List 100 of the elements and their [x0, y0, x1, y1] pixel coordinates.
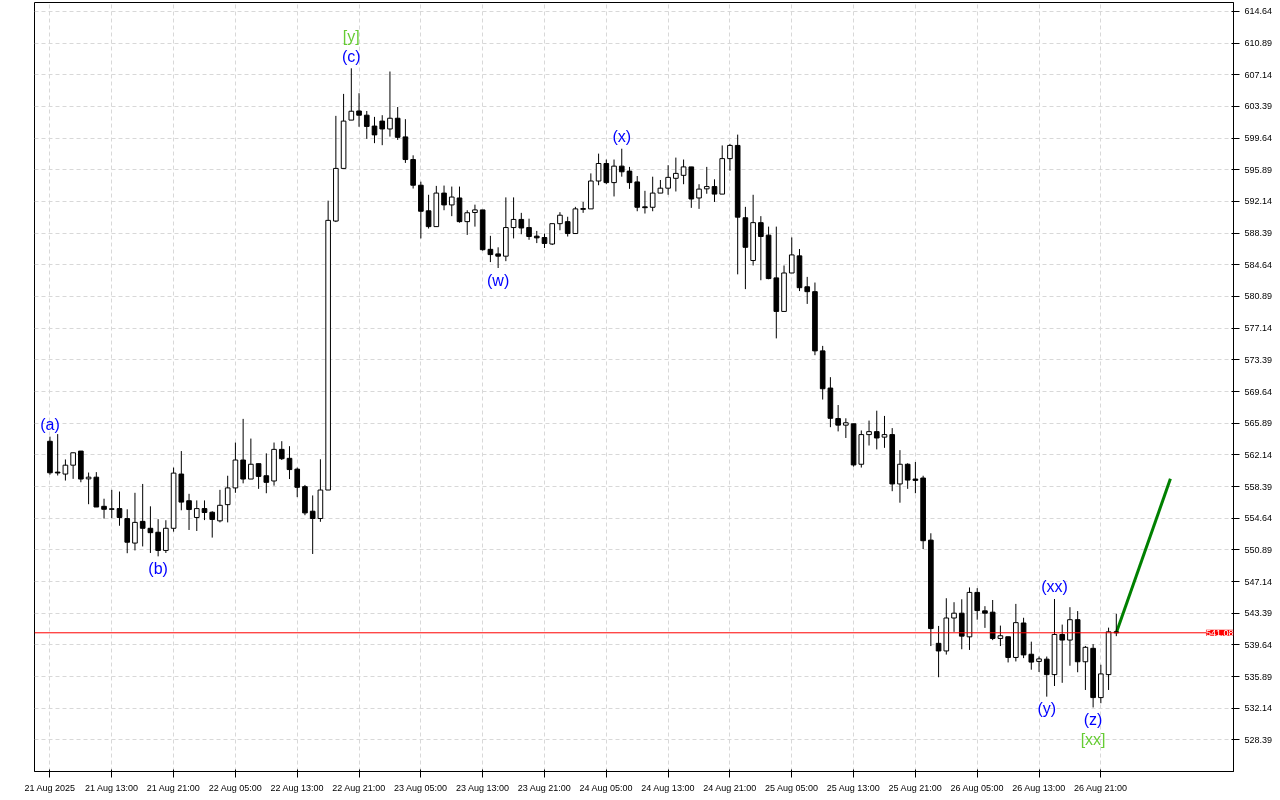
candlestick: [116, 491, 123, 527]
candlestick: [255, 463, 262, 490]
y-tick-label: 562.14: [1244, 449, 1273, 460]
candlestick: [897, 449, 903, 504]
candlestick: [356, 92, 362, 128]
candlestick: [101, 498, 107, 520]
candlestick: [696, 183, 702, 210]
candlestick: [402, 118, 409, 164]
candlestick: [248, 438, 254, 480]
candlestick: [348, 67, 355, 121]
candlestick: [711, 178, 718, 203]
y-tick-label: 610.89: [1244, 38, 1273, 49]
y-tick-label: 565.89: [1244, 418, 1273, 429]
x-tick-label: 22 Aug 21:00: [332, 782, 386, 793]
x-tick-label: 22 Aug 05:00: [208, 782, 262, 793]
candlestick: [835, 404, 841, 432]
y-tick-label: 543.39: [1244, 608, 1273, 619]
y-tick-label: 595.89: [1244, 164, 1273, 175]
candlestick: [618, 148, 625, 178]
candlestick: [1059, 624, 1066, 684]
candlestick: [124, 508, 131, 554]
annotation: (b): [148, 559, 168, 577]
annotation: (x): [612, 128, 632, 146]
candlestick: [951, 601, 957, 633]
candlestick: [379, 114, 386, 146]
y-tick-label: 599.64: [1244, 133, 1273, 144]
candlestick: [363, 110, 370, 140]
y-tick-label: 528.39: [1244, 734, 1273, 745]
candlestick: [441, 185, 447, 211]
candlestick: [387, 71, 393, 138]
candlestick: [974, 587, 981, 621]
candlestick: [1098, 664, 1104, 704]
candlestick: [526, 218, 532, 241]
x-tick-label: 25 Aug 21:00: [888, 782, 942, 793]
candlestick: [224, 475, 231, 523]
y-tick-label: 603.39: [1244, 101, 1273, 112]
candlestick: [758, 215, 764, 281]
candlestick: [1036, 656, 1042, 673]
x-tick-label: 21 Aug 2025: [24, 782, 75, 793]
y-tick-label: 558.39: [1244, 481, 1273, 492]
candlestick: [1043, 656, 1050, 698]
candlestick: [958, 598, 965, 650]
candlestick: [263, 452, 270, 494]
candlestick: [108, 489, 115, 519]
candlestick: [186, 493, 192, 531]
candlestick: [557, 211, 563, 231]
annotation: (y): [1037, 700, 1057, 718]
y-tick-label: 577.14: [1244, 323, 1273, 334]
x-tick-label: 26 Aug 21:00: [1074, 782, 1128, 793]
candlestick: [804, 276, 811, 305]
candlestick: [193, 499, 200, 532]
x-tick-label: 23 Aug 05:00: [394, 782, 448, 793]
candlestick: [673, 157, 679, 192]
y-tick-label: 584.64: [1244, 259, 1273, 270]
annotation: (w): [487, 271, 510, 289]
candlestick: [201, 499, 208, 521]
y-tick-label: 580.89: [1244, 291, 1273, 302]
candlestick: [788, 236, 795, 274]
candlestick: [626, 166, 633, 190]
annotation: (xx): [1041, 578, 1068, 596]
y-tick-label: 554.64: [1244, 513, 1273, 524]
candlestick: [456, 186, 463, 224]
candlestick: [70, 452, 76, 480]
annotation: (c): [341, 47, 361, 65]
x-tick-label: 24 Aug 05:00: [579, 782, 633, 793]
candlestick: [881, 415, 888, 449]
y-tick-label: 532.14: [1244, 703, 1273, 714]
x-tick-label: 23 Aug 21:00: [517, 782, 571, 793]
candlestick: [464, 209, 471, 236]
candlestick: [843, 417, 849, 439]
x-tick-label: 21 Aug 13:00: [85, 782, 139, 793]
candlestick: [982, 605, 988, 629]
x-tick-label: 26 Aug 13:00: [1012, 782, 1066, 793]
candlestick: [278, 440, 285, 461]
candlestick: [1067, 606, 1073, 667]
candlestick: [163, 519, 169, 554]
candlestick: [155, 518, 161, 557]
x-tick-label: 23 Aug 13:00: [455, 782, 509, 793]
y-tick-label: 607.14: [1244, 69, 1273, 80]
candlestick: [371, 116, 378, 144]
candlestick: [240, 418, 246, 484]
candlestick: [394, 106, 401, 141]
annotation: [y]: [342, 27, 360, 45]
x-tick-label: 24 Aug 21:00: [703, 782, 757, 793]
x-tick-label: 24 Aug 13:00: [641, 782, 695, 793]
candlestick: [1005, 636, 1011, 663]
y-tick-label: 550.89: [1244, 544, 1273, 555]
y-tick-label: 539.64: [1244, 639, 1273, 650]
ref-line-label: 541.08: [1205, 627, 1234, 638]
candlestick: [294, 467, 301, 498]
candlestick: [649, 176, 656, 212]
y-tick-label: 614.64: [1244, 6, 1273, 17]
candlestick: [611, 159, 617, 197]
candlestick: [665, 164, 671, 196]
candlestick: [727, 143, 733, 172]
annotation: (a): [40, 416, 60, 434]
candlestick: [495, 246, 501, 269]
x-tick-label: 22 Aug 13:00: [270, 782, 324, 793]
candlestick: [580, 201, 586, 214]
candlestick: [139, 483, 146, 547]
